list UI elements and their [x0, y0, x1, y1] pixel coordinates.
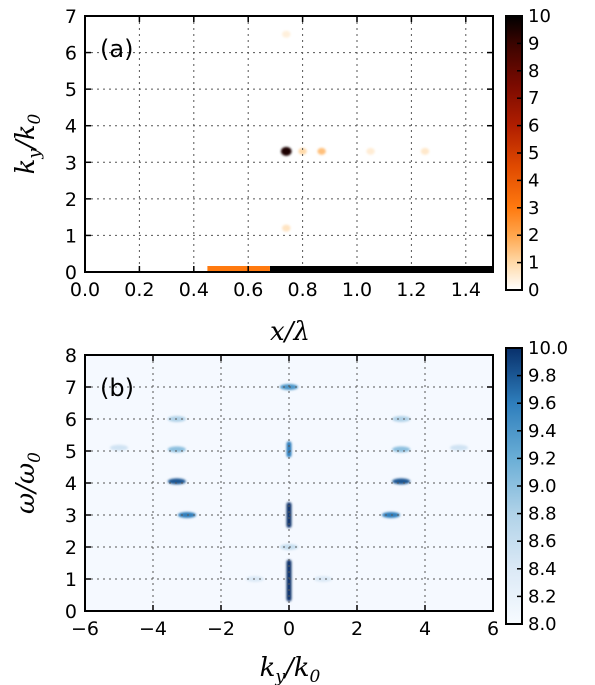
- panel-a-x-axis-label: x/λ: [270, 317, 310, 347]
- y-tick-label: 0: [65, 262, 77, 284]
- colorbar-tick-label: 10.0: [528, 338, 568, 359]
- colorbar-tick-label: 8.6: [528, 531, 557, 552]
- heatmap-band: [286, 441, 292, 458]
- colorbar-tick-label: 8.4: [528, 559, 557, 580]
- panel-a-plot-area: [85, 16, 493, 272]
- x-tick-label: −6: [71, 618, 99, 640]
- colorbar-tick-label: 8.2: [528, 586, 557, 607]
- y-tick-label: 6: [65, 43, 77, 65]
- y-tick-label: 8: [65, 345, 77, 367]
- y-tick-label: 4: [65, 116, 77, 138]
- colorbar-tick-label: 8.8: [528, 504, 557, 525]
- x-tick-label: 0.8: [287, 279, 317, 301]
- colorbar-tick-label: 9.8: [528, 366, 557, 387]
- heatmap-band: [286, 559, 292, 602]
- panel-a-y-axis-label: ky​/k0​: [11, 113, 45, 174]
- x-tick-label: 0.4: [179, 279, 209, 301]
- y-tick-label: 3: [65, 505, 77, 527]
- x-tick-label: 0.6: [233, 279, 263, 301]
- colorbar-tick-label: 9.4: [528, 421, 557, 442]
- colorbar-tick-label: 7: [528, 88, 539, 109]
- panel-b-label: (b): [100, 374, 134, 402]
- heatmap-band: [207, 266, 270, 272]
- heatmap-spot: [420, 147, 430, 155]
- colorbar-tick-label: 9: [528, 33, 539, 54]
- y-tick-label: 0: [65, 601, 77, 623]
- colorbar-tick-label: 3: [528, 198, 539, 219]
- colorbar-tick-label: 10: [528, 6, 551, 27]
- heatmap-spot: [392, 478, 411, 485]
- y-tick-label: 7: [65, 377, 77, 399]
- x-tick-label: 0: [283, 618, 295, 640]
- panel-b-y-axis-label: ω/ω0​: [11, 452, 45, 514]
- colorbar-tick-label: 5: [528, 143, 539, 164]
- x-tick-label: 0.0: [70, 279, 100, 301]
- y-tick-label: 3: [65, 152, 77, 174]
- x-tick-label: 0.2: [124, 279, 154, 301]
- heatmap-spot: [314, 576, 332, 582]
- y-tick-label: 6: [65, 409, 77, 431]
- heatmap-spot: [110, 444, 128, 451]
- heatmap-spot: [280, 146, 292, 156]
- colorbar-tick-label: 1: [528, 253, 539, 274]
- heatmap-spot: [366, 147, 375, 155]
- panel-b-x-axis-label: ky​/k0​: [260, 653, 321, 685]
- x-tick-label: 4: [419, 618, 431, 640]
- x-tick-label: 1.4: [451, 279, 481, 301]
- colorbar-tick-label: 9.2: [528, 448, 557, 469]
- x-tick-label: 6: [487, 618, 499, 640]
- colorbar-tick-label: 9.0: [528, 476, 557, 497]
- colorbar-tick-label: 9.6: [528, 393, 557, 414]
- heatmap-spot: [282, 30, 291, 38]
- colorbar-tick-label: 8.0: [528, 614, 557, 635]
- y-tick-label: 1: [65, 225, 77, 247]
- x-tick-label: 2: [351, 618, 363, 640]
- heatmap-spot: [317, 147, 326, 155]
- heatmap-spot: [450, 444, 468, 451]
- y-tick-label: 2: [65, 537, 77, 559]
- x-tick-label: −4: [139, 618, 167, 640]
- y-tick-label: 5: [65, 441, 77, 463]
- colorbar-tick-label: 8: [528, 61, 539, 82]
- y-tick-label: 1: [65, 569, 77, 591]
- colorbar-tick-label: 0: [528, 280, 539, 301]
- panel-a-label: (a): [100, 35, 133, 63]
- y-tick-label: 5: [65, 79, 77, 101]
- panel-a-colorbar: [506, 16, 522, 290]
- panel-b-colorbar: [506, 348, 522, 624]
- heatmap-spot: [282, 224, 291, 232]
- colorbar-tick-label: 2: [528, 225, 539, 246]
- heatmap-band: [269, 266, 493, 272]
- panel-a-heatmap: 0.0 0.2 0.4 0.6 0.8 1.0 1.2 1.4 0 1 2 3 4 5 6 7 (a) x/…: [11, 6, 551, 347]
- panel-a-frame: [84, 15, 494, 273]
- panel-b-heatmap: −6 −4 −2 0 2 4 6 0 1 2 3 4 5 6 7 8 (b) ky​/k0​ ω/ω0​ 8…: [11, 338, 568, 685]
- x-tick-label: 1.0: [342, 279, 372, 301]
- y-tick-label: 2: [65, 189, 77, 211]
- y-tick-label: 7: [65, 6, 77, 28]
- x-tick-label: −2: [207, 618, 235, 640]
- heatmap-spot: [392, 446, 411, 453]
- colorbar-tick-label: 6: [528, 116, 539, 137]
- x-tick-label: 1.2: [396, 279, 426, 301]
- colorbar-tick-label: 4: [528, 170, 539, 191]
- heatmap-spot: [298, 147, 307, 155]
- y-tick-label: 4: [65, 473, 77, 495]
- heatmap-spot: [392, 416, 411, 422]
